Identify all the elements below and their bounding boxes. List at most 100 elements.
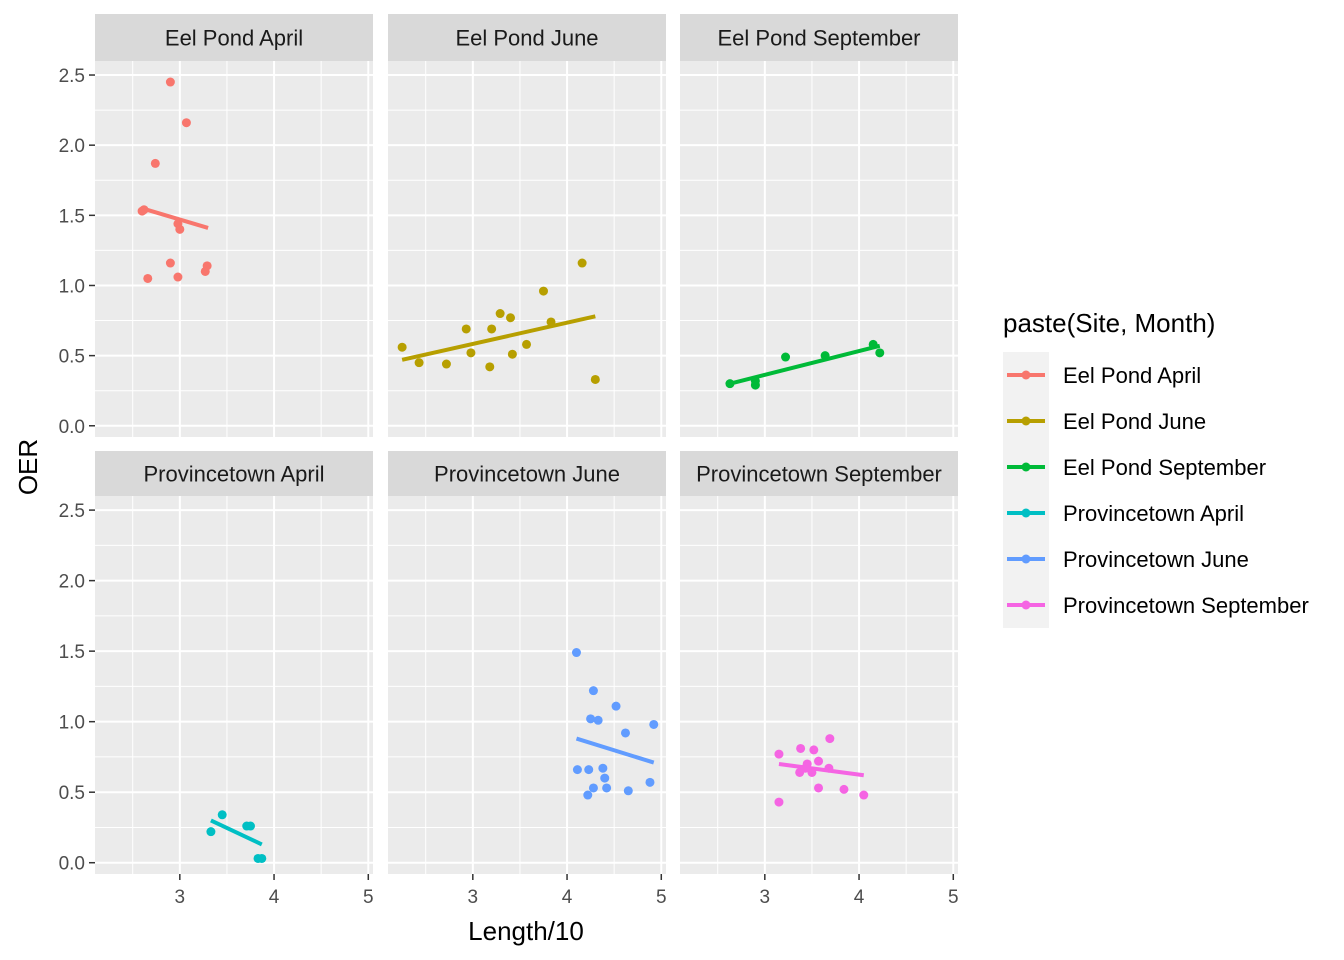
data-point bbox=[824, 763, 834, 773]
data-point bbox=[245, 821, 255, 831]
legend-key-point bbox=[1021, 462, 1031, 472]
data-point bbox=[143, 273, 153, 283]
data-point bbox=[796, 743, 806, 753]
data-point bbox=[466, 348, 476, 358]
panel-background bbox=[680, 61, 958, 437]
data-point bbox=[522, 339, 532, 349]
data-point bbox=[774, 797, 784, 807]
data-point bbox=[546, 317, 556, 327]
data-point bbox=[774, 749, 784, 759]
trend-line bbox=[575, 736, 655, 765]
legend-item-eel-pond-september: Eel Pond September bbox=[1003, 444, 1266, 490]
data-point bbox=[200, 266, 210, 276]
panel-background bbox=[388, 496, 666, 874]
facet-strip bbox=[95, 14, 373, 61]
data-point bbox=[495, 309, 505, 319]
y-tick-label: 0.0 bbox=[59, 417, 85, 438]
legend: paste(Site, Month) Eel Pond April Eel Pon… bbox=[1003, 308, 1309, 628]
axes: 0.0 0.5 1.0 1.5 2.0 2.5 0.0 0.5 1.0 1.5 2.0 2.5 3 4 5 3… bbox=[59, 66, 959, 908]
data-point bbox=[588, 686, 598, 696]
panel-background bbox=[680, 496, 958, 874]
legend-label: Eel Pond September bbox=[1063, 455, 1266, 480]
facet-strip bbox=[95, 451, 373, 496]
x-tick-label: 3 bbox=[468, 887, 479, 908]
legend-item-provincetown-april: Provincetown April bbox=[1003, 490, 1244, 536]
data-point bbox=[859, 790, 869, 800]
data-point bbox=[181, 118, 191, 128]
data-point bbox=[814, 756, 824, 766]
data-point bbox=[441, 359, 451, 369]
data-point bbox=[583, 790, 593, 800]
legend-key-point bbox=[1021, 508, 1031, 518]
panel-eel-pond-april: Eel Pond April bbox=[95, 14, 373, 437]
data-point bbox=[868, 339, 878, 349]
panel-eel-pond-june: Eel Pond June bbox=[388, 14, 666, 437]
trend-line bbox=[141, 206, 209, 230]
data-point bbox=[875, 348, 885, 358]
x-tick-label: 3 bbox=[175, 887, 186, 908]
y-axis-title: OER bbox=[13, 439, 43, 495]
facet-strip-label: Eel Pond June bbox=[455, 26, 598, 51]
x-tick-label: 3 bbox=[760, 887, 771, 908]
legend-title: paste(Site, Month) bbox=[1003, 308, 1215, 338]
data-point bbox=[809, 745, 819, 755]
x-tick-label: 5 bbox=[948, 887, 959, 908]
y-tick-label: 2.0 bbox=[59, 136, 85, 157]
data-point bbox=[165, 258, 175, 268]
facet-strip-label: Provincetown June bbox=[434, 462, 620, 487]
facet-strip bbox=[388, 14, 666, 61]
legend-key-point bbox=[1021, 416, 1031, 426]
x-tick-label: 4 bbox=[562, 887, 573, 908]
data-point bbox=[577, 258, 587, 268]
legend-item-eel-pond-april: Eel Pond April bbox=[1003, 352, 1201, 398]
trend-line bbox=[401, 314, 596, 362]
data-point bbox=[572, 765, 582, 775]
data-point bbox=[820, 351, 830, 361]
data-point bbox=[611, 701, 621, 711]
legend-label: Eel Pond April bbox=[1063, 363, 1201, 388]
panel-eel-pond-september: Eel Pond September bbox=[680, 14, 958, 437]
data-point bbox=[485, 362, 495, 372]
data-point bbox=[461, 324, 471, 334]
y-tick-label: 1.5 bbox=[59, 642, 85, 663]
x-axis-title: Length/10 bbox=[468, 916, 584, 946]
x-tick-label: 5 bbox=[656, 887, 667, 908]
data-point bbox=[825, 734, 835, 744]
y-tick-label: 1.5 bbox=[59, 206, 85, 227]
data-point bbox=[725, 379, 735, 389]
panel-provincetown-june: Provincetown June bbox=[388, 451, 666, 874]
data-point bbox=[645, 777, 655, 787]
data-point bbox=[414, 358, 424, 368]
data-point bbox=[807, 767, 817, 777]
data-point bbox=[800, 763, 810, 773]
facet-strip-label: Eel Pond April bbox=[165, 26, 303, 51]
x-tick-label: 4 bbox=[854, 887, 865, 908]
legend-label: Eel Pond June bbox=[1063, 409, 1206, 434]
data-point bbox=[598, 763, 608, 773]
x-tick-label: 5 bbox=[363, 887, 374, 908]
data-point bbox=[620, 728, 630, 738]
data-point bbox=[173, 272, 183, 282]
data-point bbox=[217, 810, 227, 820]
facet-strip bbox=[680, 14, 958, 61]
facet-strip bbox=[680, 451, 958, 496]
data-point bbox=[623, 786, 633, 796]
panel-provincetown-april: Provincetown April bbox=[95, 451, 373, 874]
facet-panels: Eel Pond April Eel Pond June Eel Pond Sept… bbox=[95, 14, 958, 874]
y-tick-label: 2.0 bbox=[59, 572, 85, 593]
data-point bbox=[588, 783, 598, 793]
data-point bbox=[593, 715, 603, 725]
data-point bbox=[600, 773, 610, 783]
data-point bbox=[538, 286, 548, 296]
y-tick-label: 0.0 bbox=[59, 854, 85, 875]
data-point bbox=[584, 765, 594, 775]
y-tick-label: 1.0 bbox=[59, 276, 85, 297]
data-point bbox=[150, 158, 160, 168]
legend-label: Provincetown June bbox=[1063, 547, 1249, 572]
data-point bbox=[839, 784, 849, 794]
data-point bbox=[137, 206, 147, 216]
x-tick-label: 4 bbox=[269, 887, 280, 908]
data-point bbox=[165, 77, 175, 87]
data-point bbox=[571, 648, 581, 658]
legend-label: Provincetown April bbox=[1063, 501, 1244, 526]
